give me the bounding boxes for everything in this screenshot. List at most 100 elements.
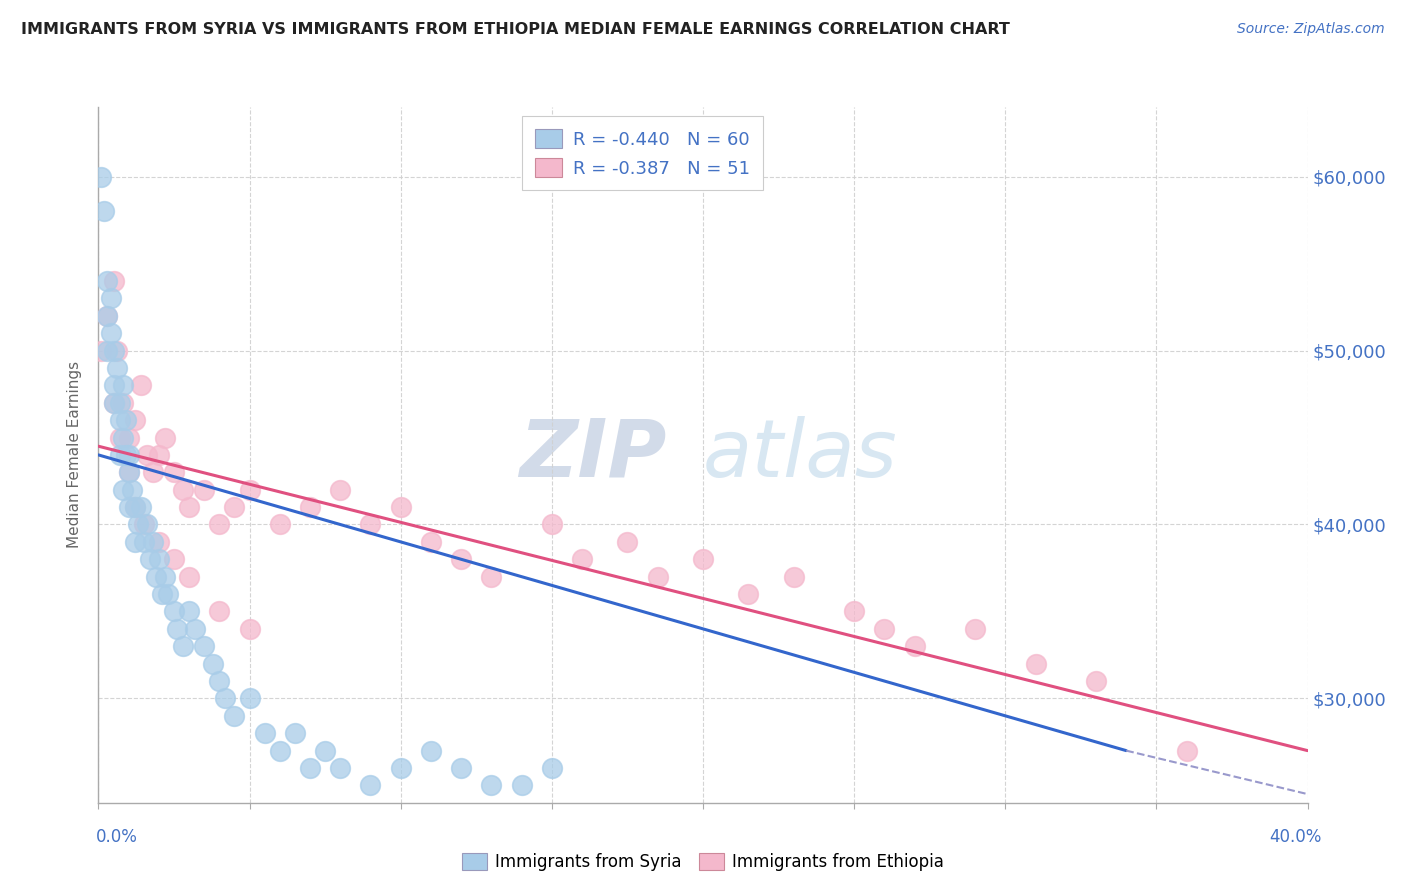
Point: [111, 430, 134, 444]
Point: [965, 622, 987, 636]
Point: [124, 413, 146, 427]
Point: [145, 570, 167, 584]
Point: [139, 552, 162, 566]
Point: [208, 605, 231, 619]
Point: [148, 552, 170, 566]
Point: [329, 761, 352, 775]
Point: [118, 430, 141, 444]
Point: [163, 605, 186, 619]
Point: [1024, 657, 1046, 671]
Point: [214, 691, 236, 706]
Point: [108, 448, 131, 462]
Point: [873, 622, 896, 636]
Point: [193, 639, 215, 653]
Point: [420, 744, 443, 758]
Point: [172, 639, 194, 653]
Point: [142, 534, 165, 549]
Point: [114, 413, 136, 427]
Point: [208, 517, 231, 532]
Point: [166, 622, 188, 636]
Point: [124, 534, 146, 549]
Point: [1175, 744, 1198, 758]
Point: [208, 674, 231, 689]
Point: [105, 360, 128, 375]
Text: ZIP: ZIP: [519, 416, 666, 494]
Point: [127, 517, 149, 532]
Point: [111, 483, 134, 497]
Point: [202, 657, 225, 671]
Point: [121, 483, 143, 497]
Point: [148, 534, 170, 549]
Text: 0.0%: 0.0%: [96, 828, 138, 846]
Text: atlas: atlas: [703, 416, 898, 494]
Point: [148, 448, 170, 462]
Point: [103, 274, 125, 288]
Point: [510, 778, 533, 793]
Point: [114, 448, 136, 462]
Point: [239, 483, 262, 497]
Text: IMMIGRANTS FROM SYRIA VS IMMIGRANTS FROM ETHIOPIA MEDIAN FEMALE EARNINGS CORRELA: IMMIGRANTS FROM SYRIA VS IMMIGRANTS FROM…: [21, 22, 1010, 37]
Point: [571, 552, 593, 566]
Point: [360, 517, 382, 532]
Point: [96, 343, 118, 358]
Text: Source: ZipAtlas.com: Source: ZipAtlas.com: [1237, 22, 1385, 37]
Point: [450, 761, 472, 775]
Point: [481, 778, 503, 793]
Point: [108, 395, 131, 409]
Point: [172, 483, 194, 497]
Point: [93, 204, 115, 219]
Point: [108, 413, 131, 427]
Point: [179, 570, 201, 584]
Y-axis label: Median Female Earnings: Median Female Earnings: [67, 361, 83, 549]
Point: [100, 326, 122, 341]
Point: [284, 726, 307, 740]
Point: [224, 708, 246, 723]
Point: [224, 500, 246, 514]
Point: [135, 448, 157, 462]
Point: [299, 761, 322, 775]
Point: [96, 309, 118, 323]
Point: [540, 761, 562, 775]
Point: [111, 395, 134, 409]
Point: [142, 466, 165, 480]
Legend: R = -0.440   N = 60, R = -0.387   N = 51: R = -0.440 N = 60, R = -0.387 N = 51: [523, 116, 762, 190]
Point: [105, 343, 128, 358]
Point: [150, 587, 173, 601]
Point: [193, 483, 215, 497]
Point: [647, 570, 669, 584]
Point: [269, 517, 291, 532]
Point: [616, 534, 638, 549]
Point: [103, 395, 125, 409]
Point: [132, 534, 155, 549]
Point: [389, 761, 412, 775]
Point: [844, 605, 866, 619]
Point: [103, 343, 125, 358]
Point: [118, 448, 141, 462]
Point: [103, 378, 125, 392]
Point: [239, 622, 262, 636]
Point: [96, 274, 118, 288]
Point: [108, 430, 131, 444]
Point: [1085, 674, 1108, 689]
Point: [179, 500, 201, 514]
Point: [389, 500, 412, 514]
Point: [692, 552, 714, 566]
Text: 40.0%: 40.0%: [1270, 828, 1322, 846]
Point: [179, 605, 201, 619]
Point: [90, 169, 112, 184]
Point: [299, 500, 322, 514]
Point: [129, 500, 152, 514]
Point: [135, 517, 157, 532]
Point: [253, 726, 276, 740]
Point: [90, 343, 112, 358]
Point: [124, 500, 146, 514]
Point: [118, 466, 141, 480]
Point: [783, 570, 806, 584]
Point: [132, 517, 155, 532]
Point: [118, 500, 141, 514]
Point: [100, 291, 122, 305]
Point: [540, 517, 562, 532]
Legend: Immigrants from Syria, Immigrants from Ethiopia: Immigrants from Syria, Immigrants from E…: [454, 845, 952, 880]
Point: [163, 466, 186, 480]
Point: [737, 587, 759, 601]
